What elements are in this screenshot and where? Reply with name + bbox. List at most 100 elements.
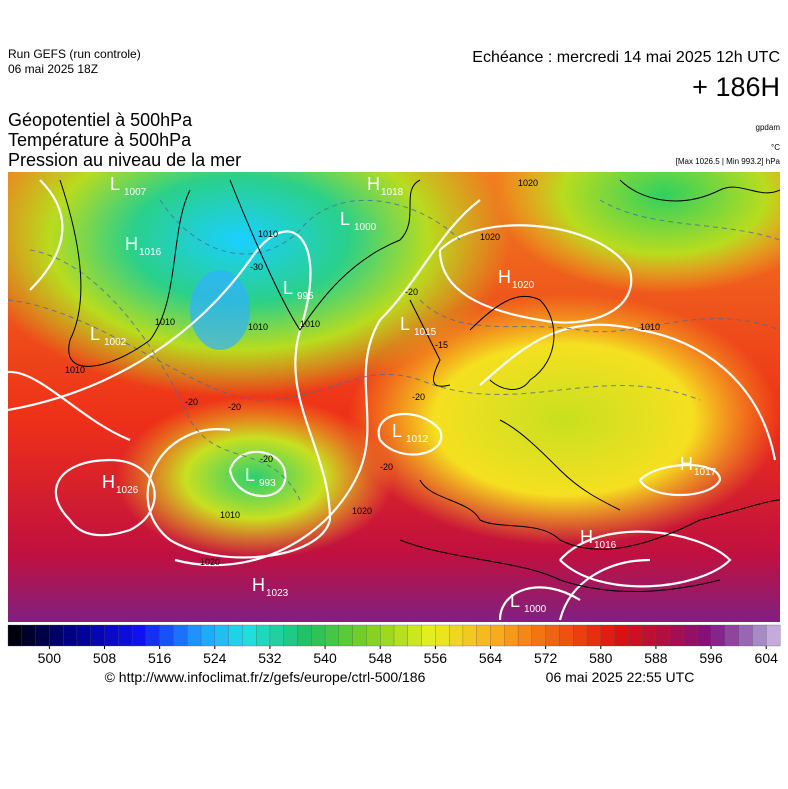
- isotherm-label: -20: [380, 462, 393, 472]
- colorbar-cell: [76, 624, 92, 647]
- center-letter: H: [125, 234, 138, 254]
- echeance: Echéance : mercredi 14 mai 2025 12h UTC: [472, 49, 780, 66]
- colorbar-cell: [393, 624, 409, 647]
- colorbar-tick-label: 564: [479, 650, 503, 666]
- title: Pression au niveau de la mer: [8, 150, 241, 170]
- isobar-label: 1010: [220, 510, 240, 520]
- colorbar-cell: [90, 624, 105, 647]
- run-date: 06 mai 2025 18Z: [8, 62, 98, 76]
- center-value: 993: [259, 478, 276, 489]
- center-letter: H: [252, 575, 265, 595]
- colorbar-cell: [476, 624, 491, 647]
- colorbar-tick-label: 516: [148, 650, 172, 666]
- colorbar-tick-label: 556: [424, 650, 448, 666]
- center-letter: L: [392, 421, 402, 441]
- colorbar-cell: [448, 624, 464, 647]
- isotherm-label: -20: [185, 397, 198, 407]
- center-value: 1002: [104, 337, 127, 348]
- colorbar-tick-label: 540: [313, 650, 337, 666]
- colorbar-tick-label: 580: [589, 650, 613, 666]
- colorbar-tick-label: 572: [534, 650, 558, 666]
- field: [8, 172, 780, 622]
- isotherm-label: -15: [435, 340, 448, 350]
- center-value: 1007: [124, 187, 147, 198]
- colorbar-cell: [586, 624, 602, 647]
- center-value: 1000: [524, 604, 547, 615]
- colorbar-cell: [683, 624, 698, 647]
- coastlines: [59, 179, 780, 592]
- title: Géopotentiel à 500hPa: [8, 110, 193, 130]
- center-value: 1020: [512, 280, 535, 291]
- colorbar-cell: [242, 624, 257, 647]
- colorbar-cell: [49, 624, 64, 647]
- colorbar-cell: [724, 624, 740, 647]
- center-value: 1023: [266, 588, 289, 599]
- center-letter: L: [110, 174, 120, 194]
- center-letter: H: [680, 454, 693, 474]
- colorbar-tick-label: 588: [644, 650, 668, 666]
- center-value: 1015: [414, 327, 437, 338]
- colorbar-cell: [200, 624, 216, 647]
- center-value: 1000: [354, 222, 377, 233]
- center-value: 1016: [594, 540, 617, 551]
- colorbar-tick-label: 596: [699, 650, 723, 666]
- center-letter: L: [245, 465, 255, 485]
- colorbar-tick-label: 508: [93, 650, 117, 666]
- colorbar-cell: [573, 624, 588, 647]
- center-value: 1018: [381, 187, 404, 198]
- colorbar-cell: [7, 624, 23, 647]
- unit: gpdam: [756, 123, 781, 132]
- colorbar-tick-label: 500: [38, 650, 62, 666]
- center-value: 1016: [139, 247, 162, 258]
- center-letter: L: [400, 314, 410, 334]
- colorbar-cell: [228, 624, 243, 647]
- colorbar-cell: [145, 624, 161, 647]
- colorbar-cell: [173, 624, 188, 647]
- colorbar-tick-label: 524: [203, 650, 227, 666]
- center-letter: L: [510, 591, 520, 611]
- colorbar-cell: [338, 624, 354, 647]
- colorbar-cell: [104, 624, 119, 647]
- colorbar-cell: [269, 624, 285, 647]
- colorbar-cell: [766, 624, 781, 647]
- colorbar-cell: [655, 624, 671, 647]
- isobar-labels: 1010 1010 1010 1010 1020 1020 1020 1010 1010 1020…: [65, 178, 660, 567]
- colorbar-cell: [545, 624, 560, 647]
- run: Run GEFS (run controle): [8, 47, 141, 61]
- colorbar-cell: [738, 624, 753, 647]
- lead-time: + 186H: [692, 72, 780, 102]
- colorbar-cell: [352, 624, 367, 647]
- colorbar-cell: [21, 624, 37, 647]
- unit: °C: [771, 143, 780, 152]
- center-letter: H: [367, 174, 380, 194]
- isobar-label: 1020: [352, 506, 372, 516]
- colorbar-cell: [559, 624, 574, 647]
- timestamp: 06 mai 2025 22:55 UTC: [546, 669, 695, 685]
- colorbar-cell: [669, 624, 684, 647]
- center-value: 1026: [116, 485, 139, 496]
- colorbar-tick-label: 604: [755, 650, 779, 666]
- isobar-label: 1020: [480, 232, 500, 242]
- colorbar-cell: [504, 624, 519, 647]
- isotherm-label: -20: [405, 287, 418, 297]
- center-letter: H: [498, 267, 511, 287]
- colorbar-cell: [380, 624, 395, 647]
- source-url: © http://www.infoclimat.fr/z/gefs/europe…: [105, 669, 426, 685]
- center-value: 1017: [694, 467, 717, 478]
- colorbar-cell: [752, 624, 767, 647]
- center-letter: L: [340, 209, 350, 229]
- colorbar-cell: [131, 624, 147, 647]
- colorbar-cell: [118, 624, 133, 647]
- isobar-label: 1010: [300, 319, 320, 329]
- isobars: [8, 179, 777, 621]
- isobar-label: 1010: [640, 322, 660, 332]
- colorbar-cell: [421, 624, 436, 647]
- colorbar-cell: [366, 624, 381, 647]
- center-letter: L: [283, 278, 293, 298]
- colorbar-cell: [531, 624, 547, 647]
- colorbar-cell: [159, 624, 174, 647]
- center-letter: H: [580, 527, 593, 547]
